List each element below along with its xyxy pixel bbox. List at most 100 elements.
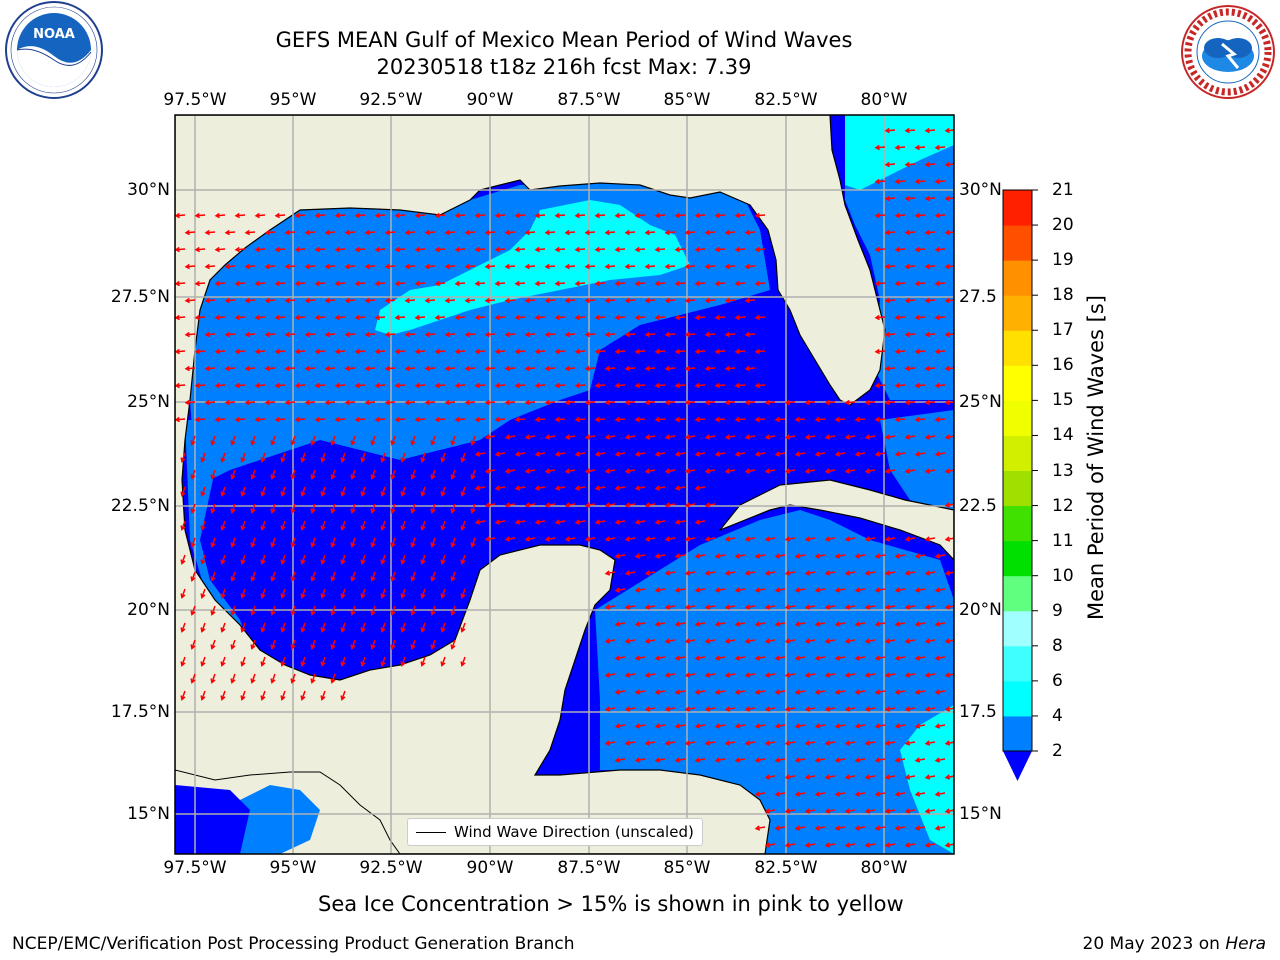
wind-wave-arrowhead	[884, 434, 891, 440]
wind-wave-arrow	[515, 282, 526, 285]
wind-wave-arrow	[905, 163, 916, 166]
wind-wave-arrowhead	[694, 689, 701, 695]
wind-wave-arrowhead	[874, 553, 881, 559]
wind-wave-arrowhead	[674, 348, 680, 355]
wind-wave-arrowhead	[934, 689, 941, 695]
wind-wave-arrow	[495, 214, 506, 217]
wind-wave-arrow	[715, 214, 726, 217]
wind-wave-arrowhead	[804, 399, 810, 406]
wind-wave-arrow	[301, 520, 306, 530]
wind-wave-arrowhead	[514, 314, 520, 321]
wind-wave-arrow	[361, 452, 366, 462]
wind-wave-arrowhead	[634, 485, 641, 491]
wind-wave-arrowhead	[384, 263, 390, 270]
wind-wave-arrowhead	[814, 655, 821, 661]
wind-wave-arrow	[191, 537, 196, 547]
wind-wave-arrow	[806, 639, 816, 643]
ocean-period-2-4-west-coast	[185, 420, 250, 650]
wind-wave-arrow	[806, 741, 816, 745]
colorbar-segment	[1003, 365, 1032, 401]
wind-wave-arrowhead	[494, 451, 501, 457]
wind-wave-arrow	[431, 469, 436, 479]
wind-wave-arrow	[211, 435, 216, 445]
wind-wave-arrowhead	[264, 263, 270, 270]
wind-wave-arrow	[275, 282, 286, 285]
wind-wave-arrow	[606, 707, 616, 711]
wind-wave-arrowhead	[524, 229, 530, 236]
colorbar-tick-label: 16	[1052, 355, 1074, 376]
wind-wave-arrowhead	[924, 706, 931, 712]
wind-wave-arrowhead	[374, 212, 380, 219]
wind-wave-arrow	[756, 622, 766, 626]
wind-wave-arrow	[615, 384, 626, 387]
wind-wave-arrow	[205, 299, 216, 302]
wind-wave-arrow	[916, 758, 926, 762]
wind-wave-arrow	[215, 384, 226, 387]
wind-wave-arrowhead	[874, 212, 880, 219]
wind-wave-arrow	[605, 333, 616, 336]
wind-wave-arrow	[666, 503, 676, 507]
map-frame	[174, 114, 955, 855]
wind-wave-arrowhead	[754, 246, 760, 253]
wind-wave-arrowhead	[924, 127, 930, 134]
wind-wave-arrow	[401, 520, 406, 530]
wind-wave-arrow	[696, 656, 706, 660]
wind-wave-arrow	[445, 231, 456, 234]
wind-wave-arrowhead	[494, 348, 500, 355]
wind-wave-arrowhead	[634, 553, 641, 559]
wind-wave-arrow	[381, 622, 386, 632]
wind-wave-arrow	[725, 333, 736, 336]
wind-wave-arrowhead	[914, 723, 921, 729]
wind-wave-arrow	[271, 435, 276, 445]
wind-wave-arrowhead	[364, 331, 370, 338]
wind-wave-arrow	[215, 316, 226, 319]
wind-wave-arrow	[735, 350, 746, 353]
wind-wave-arrow	[615, 282, 626, 285]
wind-wave-arrow	[806, 571, 816, 575]
wind-wave-arrowhead	[704, 434, 711, 440]
wind-wave-arrow	[875, 248, 886, 251]
colorbar-segment	[1003, 330, 1032, 366]
wind-wave-arrowhead	[604, 672, 611, 678]
wind-wave-arrow	[215, 282, 226, 285]
wind-wave-arrowhead	[914, 655, 921, 661]
wind-wave-arrowhead	[180, 661, 186, 667]
wind-wave-arrowhead	[424, 331, 430, 338]
wind-wave-arrowhead	[470, 542, 476, 548]
wind-wave-arrowhead	[240, 593, 246, 599]
wind-wave-arrow	[716, 758, 726, 762]
wind-wave-arrow	[305, 231, 316, 234]
wind-wave-arrow	[271, 673, 276, 683]
wind-wave-arrowhead	[214, 314, 220, 321]
wind-wave-arrow	[655, 248, 666, 251]
wind-wave-arrow	[936, 622, 946, 626]
wind-wave-arrowhead	[834, 553, 841, 559]
wind-wave-arrowhead	[440, 627, 446, 633]
wind-wave-arrow	[435, 350, 446, 353]
wind-wave-arrowhead	[204, 331, 210, 338]
wind-wave-arrowhead	[440, 457, 446, 463]
wind-wave-arrowhead	[614, 553, 621, 559]
wind-wave-arrowhead	[175, 348, 180, 355]
wind-wave-arrowhead	[414, 314, 420, 321]
wind-wave-arrowhead	[934, 791, 941, 797]
wind-wave-arrow	[876, 554, 886, 558]
wind-wave-arrow	[896, 758, 906, 762]
wind-wave-arrow	[181, 554, 186, 564]
wind-wave-arrowhead	[624, 468, 631, 474]
wind-wave-arrow	[726, 639, 736, 643]
wind-wave-arrowhead	[384, 297, 390, 304]
lat-label-right: 30°N	[959, 180, 1002, 200]
wind-wave-arrow	[565, 401, 576, 404]
wind-wave-arrow	[201, 588, 206, 598]
wind-wave-arrowhead	[634, 348, 640, 355]
wind-wave-arrow	[836, 792, 846, 796]
wind-wave-arrowhead	[350, 576, 356, 582]
wind-wave-arrowhead	[390, 508, 396, 514]
wind-wave-arrowhead	[874, 757, 881, 763]
wind-wave-arrow	[535, 214, 546, 217]
wind-wave-arrow	[926, 435, 936, 439]
wind-wave-arrowhead	[594, 246, 600, 253]
wind-wave-arrowhead	[344, 229, 350, 236]
wind-wave-arrowhead	[914, 587, 921, 593]
